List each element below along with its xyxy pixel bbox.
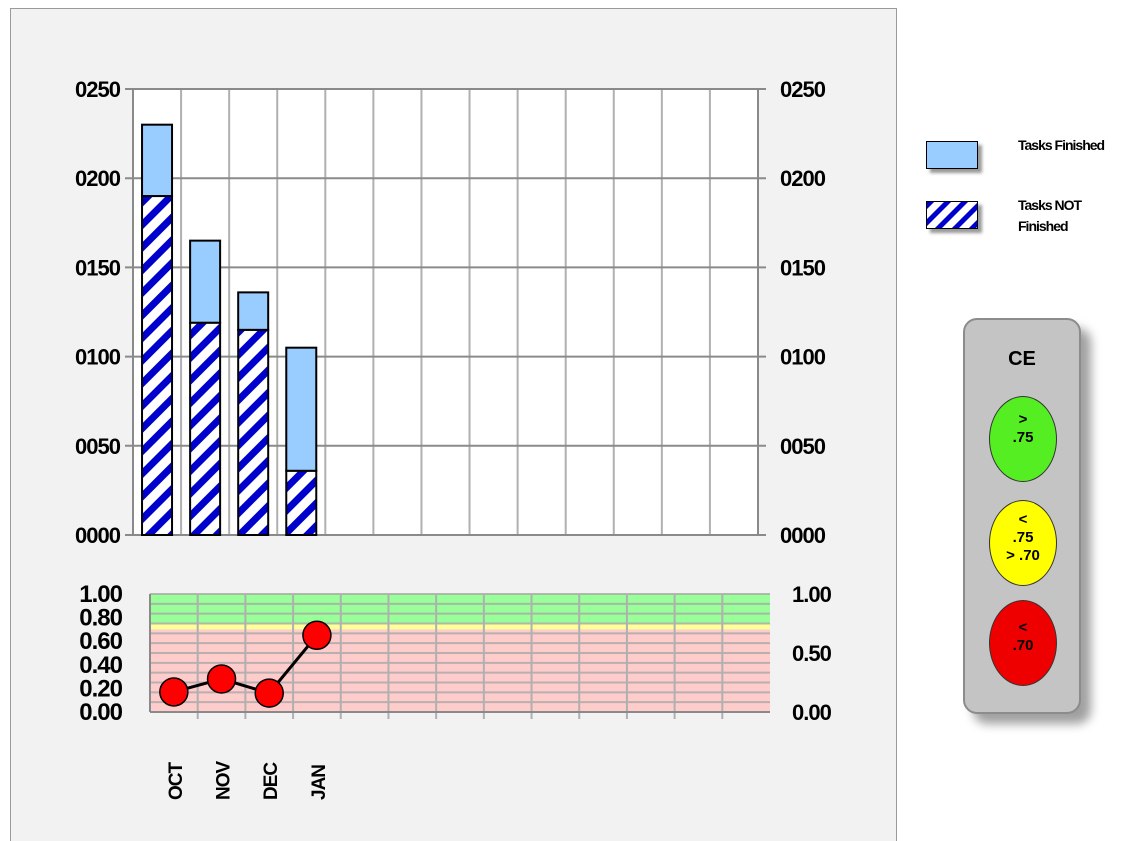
threshold-band (150, 629, 770, 712)
series-line (173, 634, 319, 695)
line-y-tick-left: 0.80 (79, 605, 122, 632)
x-tick-label: NOV (214, 761, 235, 801)
bar-y-tick-right: 0250 (780, 77, 826, 102)
bar-plot-area (133, 89, 758, 535)
legend-label-finished: Tasks Finished (1018, 137, 1105, 153)
yellow-light-symbol: < (1018, 511, 1028, 528)
data-point (302, 620, 332, 651)
ce-title: CE (1008, 348, 1036, 370)
bar-y-tick-left: 0250 (75, 77, 121, 102)
red-light-threshold: .70 (1012, 637, 1034, 654)
bar-not-finished (285, 469, 318, 536)
line-y-tick-left: 0.20 (79, 675, 122, 702)
legend-item-not-finished: Tasks NOT Finished (926, 195, 1126, 255)
red-light: < .70 (989, 600, 1057, 686)
yellow-light-lower: > .70 (1006, 547, 1040, 564)
stacked-bar-chart: 0000 0000 0050 0050 0100 0100 0150 0150 0200 0200… (75, 77, 827, 548)
bar-not-finished (141, 195, 174, 536)
line-y-tick-left: 0.00 (79, 699, 122, 726)
bar-y-tick-left: 0200 (75, 166, 121, 191)
data-point (254, 678, 284, 708)
bar-y-tick-left: 0050 (75, 434, 121, 459)
bar-y-tick-left: 0150 (75, 255, 121, 280)
bar-y-tick-left: 0000 (75, 523, 121, 548)
ce-traffic-light-panel: CE > .75 < .75 > .70 < .70 (963, 318, 1081, 714)
x-tick-label: JAN (309, 765, 330, 800)
line-y-tick-left: 0.60 (79, 628, 122, 655)
bar-y-tick-right: 0050 (780, 434, 826, 459)
bar-not-finished (189, 321, 222, 537)
line-y-tick-right: 1.00 (792, 582, 832, 607)
bar-finished (285, 346, 318, 472)
x-tick-label: OCT (166, 762, 187, 801)
x-tick-label: DEC (261, 762, 282, 800)
bar-finished (141, 123, 174, 198)
data-point (206, 664, 237, 694)
yellow-light: < .75 > .70 (989, 500, 1057, 586)
bar-finished (237, 291, 270, 331)
legend-label-not-finished: Tasks NOT Finished (1018, 197, 1082, 234)
green-light-symbol: > (1018, 411, 1028, 428)
bar-y-tick-right: 0150 (780, 255, 826, 280)
chart-legend: Tasks Finished Tasks NOT Finished (926, 135, 1126, 255)
bar-y-tick-right: 0100 (780, 345, 826, 370)
legend-swatch-finished (926, 141, 978, 169)
bar-finished (189, 239, 222, 324)
x-axis-labels: OCT NOV DEC JAN (166, 761, 330, 801)
yellow-light-upper: .75 (1012, 529, 1034, 546)
red-light-symbol: < (1018, 619, 1028, 636)
line-y-tick-right: 0.00 (792, 700, 832, 725)
threshold-band (150, 623, 770, 630)
data-point (159, 677, 189, 707)
bar-not-finished (237, 328, 270, 536)
legend-swatch-not-finished (926, 201, 978, 229)
bar-y-tick-right: 0200 (780, 166, 826, 191)
line-y-tick-left: 0.40 (79, 652, 122, 679)
threshold-band (150, 594, 770, 624)
green-light-threshold: .75 (1012, 429, 1034, 446)
line-y-tick-left: 1.00 (79, 581, 122, 608)
green-light: > .75 (989, 396, 1057, 482)
ratio-line-chart: 0.000.200.400.600.801.000.000.501.00 (79, 581, 832, 726)
line-y-tick-right: 0.50 (792, 641, 832, 666)
bar-y-tick-right: 0000 (780, 523, 826, 548)
bar-y-tick-left: 0100 (75, 345, 121, 370)
legend-item-finished: Tasks Finished (926, 135, 1126, 195)
